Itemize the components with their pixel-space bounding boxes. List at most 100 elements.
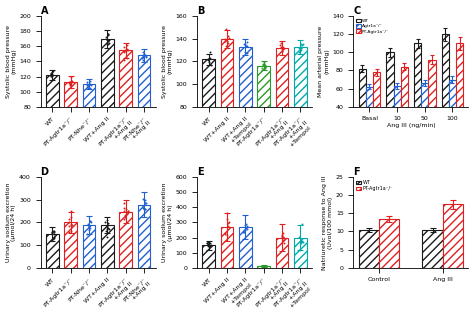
Point xyxy=(140,52,148,57)
Y-axis label: Systolic blood pressure
(mmHg): Systolic blood pressure (mmHg) xyxy=(162,25,173,98)
Point xyxy=(48,73,56,78)
Point xyxy=(103,42,111,47)
Point xyxy=(49,69,56,74)
Point xyxy=(47,71,55,76)
Point xyxy=(141,201,149,206)
Point xyxy=(48,71,55,76)
Point xyxy=(261,263,269,269)
Point xyxy=(295,45,303,50)
Bar xyxy=(393,86,401,143)
Point xyxy=(279,235,286,240)
Point xyxy=(103,224,111,230)
Point xyxy=(86,218,94,223)
Point xyxy=(101,220,109,225)
Bar xyxy=(275,238,289,268)
Point xyxy=(258,263,265,269)
Point xyxy=(103,226,110,232)
Point xyxy=(122,214,129,220)
Point xyxy=(223,210,231,215)
Point xyxy=(243,51,251,56)
Point xyxy=(48,231,56,236)
Point xyxy=(138,55,146,61)
Point xyxy=(124,209,131,214)
Point xyxy=(280,236,288,241)
Point xyxy=(260,264,268,269)
Bar xyxy=(257,266,270,268)
Bar xyxy=(64,223,77,268)
Point xyxy=(241,41,248,46)
Point xyxy=(84,221,91,226)
Point xyxy=(297,239,304,244)
Point xyxy=(123,42,131,47)
Point xyxy=(50,232,58,237)
Point xyxy=(297,47,304,52)
Point xyxy=(224,41,232,46)
Bar xyxy=(101,225,114,268)
Point xyxy=(66,83,73,88)
Point xyxy=(261,66,268,71)
Point xyxy=(66,80,74,85)
Point xyxy=(86,226,93,231)
Point xyxy=(295,234,303,239)
Point xyxy=(102,229,109,234)
Point xyxy=(105,227,113,232)
Point xyxy=(207,241,214,246)
Point xyxy=(139,50,146,55)
Point xyxy=(223,39,230,44)
Point xyxy=(121,57,128,62)
Point xyxy=(85,228,93,233)
Text: A: A xyxy=(41,5,48,15)
Point xyxy=(203,240,210,245)
Bar xyxy=(275,48,289,197)
Bar xyxy=(294,47,307,197)
Point xyxy=(86,224,93,229)
Point xyxy=(261,65,269,70)
Y-axis label: Urinary sodium excretion
(μmol/24 h): Urinary sodium excretion (μmol/24 h) xyxy=(6,183,17,262)
Point xyxy=(120,44,128,50)
Point xyxy=(244,223,251,228)
Point xyxy=(204,57,212,62)
Point xyxy=(67,208,75,213)
Point xyxy=(206,56,213,62)
Point xyxy=(299,240,306,245)
Point xyxy=(262,62,269,68)
Point xyxy=(65,224,73,229)
Bar xyxy=(359,230,379,268)
Text: C: C xyxy=(354,5,361,15)
Point xyxy=(204,242,212,247)
Bar xyxy=(64,82,77,167)
Y-axis label: Urinary sodium excretion
(μmol/24 h): Urinary sodium excretion (μmol/24 h) xyxy=(162,183,173,262)
Point xyxy=(259,62,267,67)
Point xyxy=(65,81,73,86)
Point xyxy=(104,32,112,37)
Legend: WT, Agtr1a⁻/⁻, PT-Agtr1a⁻/⁻: WT, Agtr1a⁻/⁻, PT-Agtr1a⁻/⁻ xyxy=(356,19,390,34)
Point xyxy=(104,221,112,226)
Point xyxy=(139,54,147,59)
Point xyxy=(67,80,74,85)
Bar xyxy=(373,72,380,143)
Bar xyxy=(202,59,215,197)
Point xyxy=(83,80,91,85)
Point xyxy=(204,243,212,248)
Point xyxy=(120,208,128,213)
Point xyxy=(87,220,95,225)
Point xyxy=(258,263,266,268)
Point xyxy=(50,230,58,235)
Point xyxy=(120,50,128,55)
Point xyxy=(103,38,111,43)
Point xyxy=(65,229,73,234)
Point xyxy=(103,234,111,240)
Point xyxy=(50,235,57,240)
Point xyxy=(67,228,74,233)
X-axis label: Ang III (ng/min): Ang III (ng/min) xyxy=(387,123,435,128)
Point xyxy=(242,43,250,48)
Bar xyxy=(379,219,400,268)
Point xyxy=(297,240,305,245)
Bar xyxy=(443,204,463,268)
Point xyxy=(67,214,75,220)
Point xyxy=(240,229,247,234)
Point xyxy=(120,216,128,221)
Point xyxy=(241,223,248,228)
Point xyxy=(86,81,94,86)
Point xyxy=(278,233,286,239)
